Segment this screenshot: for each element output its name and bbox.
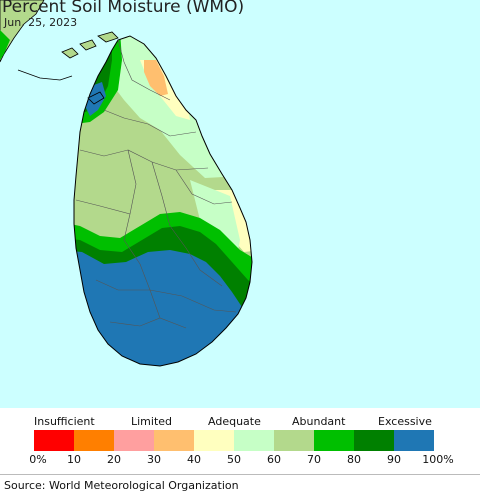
adams-bridge (17, 69, 73, 81)
source-credit: Source: World Meteorological Organizatio… (0, 474, 480, 494)
legend-color-bar (34, 430, 434, 451)
legend-tick-0: 0% (29, 453, 47, 466)
mannar-island (87, 91, 105, 105)
legend-category-excessive: Excessive (378, 415, 432, 428)
legend: Insufficient Limited Adequate Abundant E… (0, 408, 480, 474)
legend-swatch-8 (354, 430, 394, 451)
jaffna-islets (61, 31, 119, 59)
legend-category-insufficient: Insufficient (34, 415, 95, 428)
map-title: Percent Soil Moisture (WMO) (2, 0, 245, 17)
legend-tick-20: 20 (107, 453, 121, 466)
legend-swatch-4 (194, 430, 234, 451)
legend-tick-40: 40 (187, 453, 201, 466)
legend-tick-70: 70 (307, 453, 321, 466)
legend-tick-30: 30 (147, 453, 161, 466)
india-coast-green (0, 30, 10, 60)
legend-swatch-2 (114, 430, 154, 451)
legend-swatch-3 (154, 430, 194, 451)
legend-tick-10: 10 (67, 453, 81, 466)
sri-lanka-map (0, 0, 253, 367)
district-boundaries (75, 39, 237, 329)
legend-category-limited: Limited (131, 415, 173, 428)
india-coast (0, 0, 45, 63)
island-outline (73, 35, 253, 367)
moisture-zones (74, 36, 252, 366)
map-area: Percent Soil Moisture (WMO) Jun. 25, 202… (0, 0, 480, 408)
legend-swatch-1 (74, 430, 114, 451)
legend-swatch-7 (314, 430, 354, 451)
legend-category-adequate: Adequate (208, 415, 261, 428)
legend-swatch-6 (274, 430, 314, 451)
legend-tick-80: 80 (347, 453, 361, 466)
map-date: Jun. 25, 2023 (4, 16, 78, 29)
legend-tick-100: 100% (422, 453, 454, 466)
legend-swatch-0 (34, 430, 74, 451)
legend-swatch-9 (394, 430, 434, 451)
legend-tick-90: 90 (387, 453, 401, 466)
legend-swatch-5 (234, 430, 274, 451)
legend-category-abundant: Abundant (292, 415, 346, 428)
legend-tick-50: 50 (227, 453, 241, 466)
legend-tick-60: 60 (267, 453, 281, 466)
